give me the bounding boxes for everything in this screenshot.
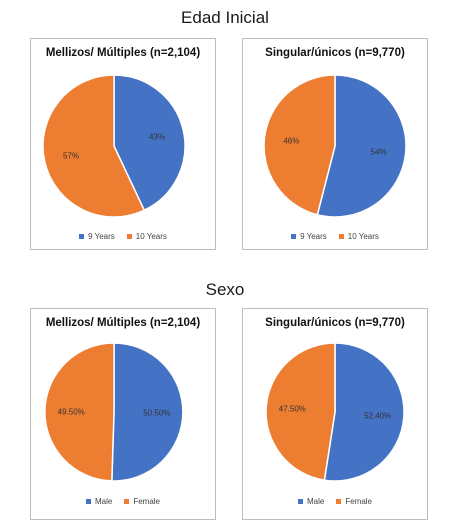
pie-chart-svg: 52.40% 47.50% — [265, 342, 405, 482]
section-title-edad-inicial: Edad Inicial — [181, 8, 269, 27]
legend-label: 9 Years — [88, 232, 115, 241]
legend-swatch — [126, 234, 132, 239]
legend-label: Female — [345, 497, 373, 506]
legend-label: Male — [306, 497, 325, 506]
pie-chart-svg: 54% 46% — [263, 74, 407, 218]
legend-label: 10 Years — [135, 232, 167, 241]
data-label: 50.50% — [143, 409, 170, 418]
legend-label: 10 Years — [347, 232, 379, 241]
legend: 9 Years 10 Years — [31, 232, 215, 241]
section-title-sexo: Sexo — [205, 280, 245, 299]
legend-item-female: Female — [124, 497, 160, 506]
legend-label: Male — [94, 497, 113, 506]
legend-swatch — [336, 499, 342, 504]
data-label: 49.50% — [58, 407, 85, 416]
chart-title: Singular/únicos (n=9,770) — [265, 47, 405, 59]
data-label: 46% — [283, 136, 299, 145]
data-label: 52.40% — [364, 411, 391, 420]
pie-slice-10-years — [42, 74, 146, 218]
legend-swatch — [291, 234, 297, 239]
pie-slice-9-years — [113, 74, 186, 212]
legend: Male Female — [31, 497, 215, 506]
legend-item-9-years: 9 Years — [291, 232, 327, 241]
legend-item-10-years: 10 Years — [126, 232, 167, 241]
legend-item-9-years: 9 Years — [79, 232, 115, 241]
pie-slice-10-years — [263, 74, 336, 216]
legend-label: Female — [133, 497, 161, 506]
data-label: 47.50% — [279, 405, 306, 414]
legend-item-male: Male — [297, 497, 325, 506]
legend-swatch — [79, 234, 85, 239]
legend: Male Female — [243, 497, 427, 506]
legend: 9 Years 10 Years — [243, 232, 427, 241]
pie-slice-male — [111, 342, 184, 482]
pie-chart-svg: 43% 57% — [42, 74, 186, 218]
chart-panel-edad-multiples: Mellizos/ Múltiples (n=2,104) 43% 57% 9 Y… — [30, 38, 216, 250]
pie-slice-9-years — [316, 74, 407, 218]
data-label: 54% — [371, 148, 387, 157]
chart-panel-edad-singular: Singular/únicos (n=9,770) 54% 46% 9 Years… — [242, 38, 428, 250]
pie-chart-svg: 50.50% 49.50% — [44, 342, 184, 482]
legend-swatch — [338, 234, 344, 239]
data-label: 57% — [63, 152, 79, 161]
legend-swatch — [85, 499, 91, 504]
pie-slice-male — [323, 342, 405, 482]
pie-slice-female — [44, 342, 115, 482]
data-label: 43% — [149, 132, 165, 141]
legend-label: 9 Years — [300, 232, 327, 241]
legend-item-female: Female — [336, 497, 372, 506]
legend-item-10-years: 10 Years — [338, 232, 379, 241]
chart-title: Mellizos/ Múltiples (n=2,104) — [45, 47, 201, 59]
pie-slice-female — [265, 342, 336, 482]
legend-swatch — [297, 499, 303, 504]
chart-panel-sexo-singular: Singular/únicos (n=9,770) 52.40% 47.50% M… — [242, 308, 428, 520]
legend-item-male: Male — [85, 497, 113, 506]
legend-swatch — [124, 499, 130, 504]
chart-title: Mellizos/ Múltiples (n=2,104) — [45, 317, 201, 329]
chart-panel-sexo-multiples: Mellizos/ Múltiples (n=2,104) 50.50% 49.5… — [30, 308, 216, 520]
chart-title: Singular/únicos (n=9,770) — [265, 317, 405, 329]
